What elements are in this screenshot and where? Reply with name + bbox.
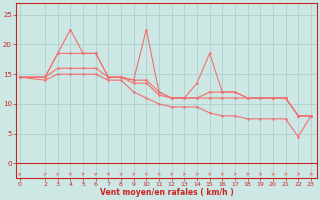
- X-axis label: Vent moyen/en rafales ( km/h ): Vent moyen/en rafales ( km/h ): [100, 188, 234, 197]
